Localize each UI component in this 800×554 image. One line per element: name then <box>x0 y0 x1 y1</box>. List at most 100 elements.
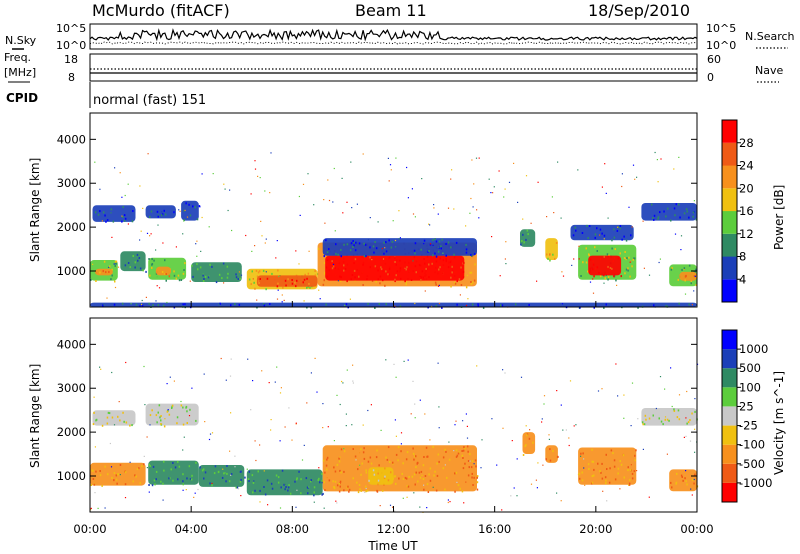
velocity-scatter-point <box>118 401 120 403</box>
velocity-speckle <box>186 410 188 413</box>
velocity-speckle <box>93 483 96 486</box>
power-speckle <box>424 262 426 265</box>
velocity-speckle <box>296 478 298 481</box>
power-speckle <box>375 280 377 283</box>
velocity-scatter-point <box>541 421 543 423</box>
velocity-scatter-point <box>504 372 506 374</box>
power-speckle <box>355 241 357 244</box>
power-speckle <box>178 279 181 282</box>
power-speckle <box>352 246 354 248</box>
power-speckle <box>353 244 355 247</box>
power-scatter-point <box>629 261 631 263</box>
velocity-scatter-point <box>333 440 335 442</box>
velocity-scatter-point <box>188 417 190 419</box>
power-scatter-point <box>466 274 469 277</box>
power-speckle <box>149 274 151 277</box>
velocity-speckle <box>609 467 611 470</box>
velocity-speckle <box>95 470 97 473</box>
power-speckle <box>613 236 616 239</box>
velocity-scatter-point <box>481 439 483 441</box>
velocity-speckle <box>464 447 466 450</box>
velocity-speckle <box>334 470 337 473</box>
power-colorbar-label: Power [dB] <box>772 185 786 250</box>
power-scatter-point <box>299 214 301 216</box>
velocity-scatter-point <box>407 359 409 361</box>
x-tick-label: 08:00 <box>276 522 309 536</box>
velocity-scatter-point <box>365 487 367 490</box>
power-speckle <box>574 226 577 229</box>
power-speckle <box>628 256 630 259</box>
power-scatter-point <box>450 178 452 180</box>
velocity-scatter-point <box>394 510 396 512</box>
velocity-scatter-point <box>583 467 585 469</box>
velocity-scatter-point <box>469 460 471 462</box>
velocity-speckle <box>190 478 193 481</box>
velocity-speckle <box>457 452 460 455</box>
power-speckle <box>141 304 144 307</box>
velocity-scatter-point <box>276 366 278 368</box>
colorbar-swatch <box>722 463 737 483</box>
power-speckle <box>617 226 619 229</box>
velocity-speckle <box>155 470 158 473</box>
velocity-speckle <box>592 460 595 463</box>
velocity-speckle <box>328 479 331 482</box>
power-scatter-point <box>490 192 492 194</box>
power-speckle <box>451 265 453 268</box>
power-scatter-point <box>238 271 240 273</box>
power-speckle <box>434 238 436 241</box>
power-scatter-point <box>656 159 658 161</box>
velocity-speckle <box>149 414 152 417</box>
power-speckle <box>598 271 600 274</box>
velocity-scatter-point <box>279 392 282 394</box>
velocity-scatter-point <box>501 509 503 511</box>
power-speckle <box>110 208 113 211</box>
noise-right-label: N.Search <box>745 30 795 43</box>
velocity-scatter-point <box>339 456 341 458</box>
colorbar-tick-label: 12 <box>739 227 754 241</box>
power-speckle <box>414 242 417 245</box>
velocity-speckle <box>189 478 192 481</box>
velocity-speckle <box>676 472 678 475</box>
velocity-speckle <box>629 479 631 482</box>
power-speckle <box>259 278 261 280</box>
power-region-13 <box>322 238 477 256</box>
velocity-scatter-point <box>685 417 687 419</box>
velocity-speckle <box>377 483 379 486</box>
power-scatter-point <box>140 230 142 232</box>
power-speckle <box>465 251 468 254</box>
velocity-scatter-point <box>689 440 692 442</box>
power-speckle <box>527 233 529 236</box>
velocity-scatter-point <box>263 470 265 472</box>
velocity-speckle <box>599 470 601 473</box>
power-scatter-point <box>350 161 352 163</box>
power-speckle <box>395 274 397 277</box>
velocity-scatter-point <box>211 482 213 484</box>
velocity-speckle <box>95 418 98 421</box>
power-speckle <box>207 276 210 279</box>
velocity-scatter-point <box>502 427 504 429</box>
power-scatter-point <box>673 168 675 170</box>
power-scatter-point <box>433 207 435 209</box>
velocity-speckle <box>412 447 414 450</box>
velocity-speckle <box>148 463 151 466</box>
velocity-scatter-point <box>606 500 608 502</box>
velocity-speckle <box>117 473 119 476</box>
power-scatter-point <box>601 186 603 188</box>
colorbar-tick-label: 1000 <box>739 342 768 356</box>
power-speckle <box>385 303 387 306</box>
velocity-speckle <box>372 469 375 472</box>
velocity-speckle <box>446 476 448 479</box>
power-scatter-point <box>437 213 439 215</box>
power-speckle <box>153 259 155 262</box>
power-speckle <box>132 255 134 257</box>
velocity-scatter-point <box>466 437 469 439</box>
colorbar-swatch <box>722 233 737 257</box>
power-speckle <box>395 263 397 266</box>
velocity-speckle <box>263 486 265 488</box>
velocity-scatter-point <box>686 390 688 393</box>
power-speckle <box>620 275 622 278</box>
velocity-scatter-point <box>393 363 395 365</box>
velocity-speckle <box>326 456 329 459</box>
power-scatter-point <box>607 217 609 219</box>
power-scatter-point <box>478 157 480 159</box>
